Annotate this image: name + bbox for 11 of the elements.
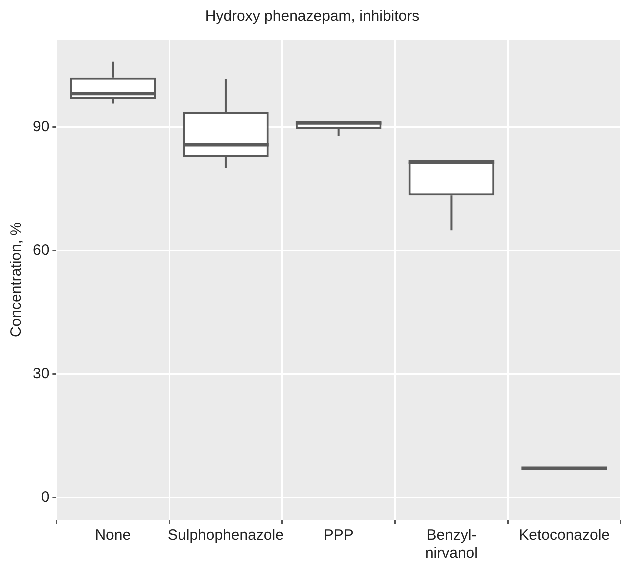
x-tick-label: Benzyl- nirvanol — [425, 527, 478, 562]
y-tick-label: 0 — [41, 488, 50, 506]
x-tick-label: PPP — [324, 527, 354, 544]
chart-title: Hydroxy phenazepam, inhibitors — [205, 8, 420, 26]
y-axis-title: Concentration, % — [8, 222, 26, 338]
x-tick-label: Sulphophenazole — [168, 527, 284, 544]
y-tick-label: 90 — [32, 118, 50, 136]
x-tick-label: Ketoconazole — [519, 527, 610, 544]
y-tick-label: 60 — [32, 242, 50, 259]
y-tick-label: 30 — [32, 365, 50, 382]
x-tick-label: None — [95, 527, 132, 544]
